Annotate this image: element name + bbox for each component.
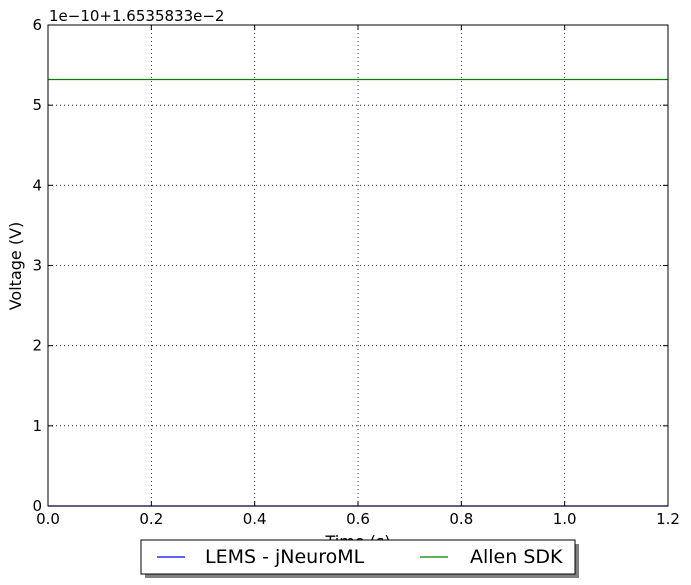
legend: LEMS - jNeuroML Allen SDK xyxy=(140,539,579,578)
y-offset-label: 1e−10+1.6535833e−2 xyxy=(49,7,224,25)
y-tick-label: 6 xyxy=(32,16,42,34)
x-tick-label: 1.0 xyxy=(553,510,577,528)
y-axis-label: Voltage (V) xyxy=(6,222,25,311)
x-tick-label: 0.6 xyxy=(346,510,370,528)
x-tick-label: 0.8 xyxy=(449,510,473,528)
y-tick-label: 5 xyxy=(32,96,42,114)
grid-lines xyxy=(48,25,668,506)
y-tick-label: 0 xyxy=(32,497,42,515)
y-axis-ticks: 0 1 2 3 4 5 6 xyxy=(32,16,668,515)
x-tick-label: 1.2 xyxy=(656,510,680,528)
legend-label-lems: LEMS - jNeuroML xyxy=(205,546,365,568)
legend-box xyxy=(140,539,576,575)
x-axis-ticks: 0.0 0.2 0.4 0.6 0.8 1.0 1.2 xyxy=(36,25,680,528)
x-tick-label: 0.0 xyxy=(36,510,60,528)
x-tick-label: 0.4 xyxy=(243,510,267,528)
y-tick-label: 1 xyxy=(32,417,42,435)
legend-label-allen: Allen SDK xyxy=(470,546,563,568)
y-tick-label: 3 xyxy=(32,257,42,275)
y-tick-label: 4 xyxy=(32,176,42,194)
y-tick-label: 2 xyxy=(32,337,42,355)
x-tick-label: 0.2 xyxy=(139,510,163,528)
